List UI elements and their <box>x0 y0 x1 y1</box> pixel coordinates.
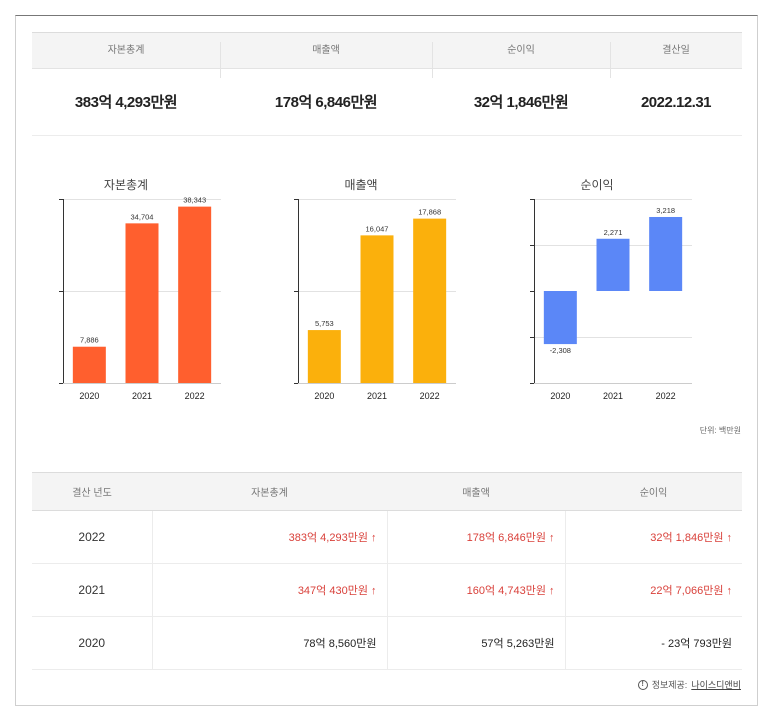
x-tick-label: 2021 <box>367 391 387 401</box>
capital-chart: 자본총계 7,886 2020 34,704 2021 38,343 2022 <box>21 176 231 416</box>
row-capital: 383억 4,293만원 ↑ <box>151 510 387 564</box>
bar <box>125 223 159 383</box>
data-label: 7,886 <box>80 336 99 345</box>
bar <box>360 235 394 383</box>
summary-sales-value: 178억 6,846만원 <box>274 94 378 111</box>
chart-title: 자본총계 <box>103 178 149 192</box>
data-label: 3,218 <box>656 206 675 215</box>
row-capital: 347억 430만원 ↑ <box>151 563 387 617</box>
info-icon: ! <box>637 679 648 690</box>
bar <box>413 218 447 383</box>
row-sales: 178억 6,846만원 ↑ <box>386 510 565 564</box>
header-sales: 매출액 <box>387 472 565 511</box>
x-tick-label: 2021 <box>603 391 623 401</box>
company-finance-panel: 자본총계 매출액 순이익 결산일 383억 4,293만원 178억 6,846… <box>15 15 758 706</box>
bar <box>307 330 341 383</box>
data-label: 5,753 <box>315 319 334 328</box>
bar <box>596 238 630 291</box>
row-year: 2020 <box>32 616 152 670</box>
row-year: 2022 <box>32 510 152 564</box>
row-capital: 78억 8,560만원 <box>151 616 387 670</box>
data-label: -2,308 <box>550 346 571 355</box>
table-header-row: 결산 년도 자본총계 매출액 순이익 <box>32 472 742 511</box>
data-label: 17,868 <box>418 208 441 217</box>
chart-title: 매출액 <box>344 178 378 192</box>
profit-chart-plot: -2,308 2020 2,271 2021 3,218 2022 <box>530 199 692 401</box>
summary-profit-value: 32억 1,846만원 <box>473 94 569 111</box>
x-tick-label: 2022 <box>420 391 440 401</box>
source-prefix: 정보제공: <box>651 680 688 690</box>
bar <box>649 216 683 291</box>
table-row: 2021 347억 430만원 ↑ 160억 4,743만원 ↑ 22억 7,0… <box>32 563 742 617</box>
summary-capital-value: 383억 4,293만원 <box>74 94 178 111</box>
summary-closing-date-value: 2022.12.31 <box>640 94 712 111</box>
summary-header-sales: 매출액 <box>220 33 432 78</box>
x-tick-label: 2020 <box>550 391 570 401</box>
yearly-finance-table: 결산 년도 자본총계 매출액 순이익 2022 383억 4,293만원 ↑ 1… <box>32 472 742 670</box>
summary-header-capital: 자본총계 <box>107 45 145 56</box>
row-year: 2021 <box>32 563 152 617</box>
bar <box>178 206 212 383</box>
row-profit: 22억 7,066만원 ↑ <box>564 563 742 617</box>
profit-chart: 순이익 -2,308 2020 2,271 2021 3,218 2022 <box>492 176 702 416</box>
x-tick-label: 2020 <box>314 391 334 401</box>
summary-header-closing-date: 결산일 <box>610 33 742 78</box>
header-profit: 순이익 <box>565 472 742 511</box>
row-sales: 160억 4,743만원 ↑ <box>386 563 565 617</box>
x-tick-label: 2022 <box>656 391 676 401</box>
unit-note: 단위: 백만원 <box>699 426 741 435</box>
x-tick-label: 2022 <box>185 391 205 401</box>
bar <box>543 291 577 345</box>
summary-header-profit: 순이익 <box>432 33 610 78</box>
header-capital: 자본총계 <box>152 472 387 511</box>
x-tick-label: 2021 <box>132 391 152 401</box>
source-link[interactable]: 나이스디앤비 <box>691 680 741 690</box>
table-row: 2022 383억 4,293만원 ↑ 178억 6,846만원 ↑ 32억 1… <box>32 510 742 564</box>
chart-title: 순이익 <box>580 178 614 192</box>
data-label: 34,704 <box>131 212 154 221</box>
table-row: 2020 78억 8,560만원 57억 5,263만원 - 23억 793만원 <box>32 616 742 670</box>
bar <box>72 346 106 383</box>
sales-chart-plot: 5,753 2020 16,047 2021 17,868 2022 <box>294 199 456 401</box>
data-label: 2,271 <box>604 228 623 237</box>
row-profit: 32억 1,846만원 ↑ <box>564 510 742 564</box>
data-source: ! 정보제공: 나이스디앤비 <box>637 678 741 691</box>
sales-chart: 매출액 5,753 2020 16,047 2021 17,868 2022 <box>256 176 466 416</box>
summary-header: 자본총계 매출액 순이익 결산일 <box>32 32 742 78</box>
data-label: 16,047 <box>366 224 389 233</box>
capital-chart-plot: 7,886 2020 34,704 2021 38,343 2022 <box>59 196 221 401</box>
header-year: 결산 년도 <box>32 472 152 511</box>
row-profit: - 23억 793만원 <box>564 616 742 670</box>
data-label: 38,343 <box>183 196 206 205</box>
row-sales: 57억 5,263만원 <box>386 616 565 670</box>
x-tick-label: 2020 <box>79 391 99 401</box>
summary-values: 383억 4,293만원 178억 6,846만원 32억 1,846만원 20… <box>32 69 742 136</box>
